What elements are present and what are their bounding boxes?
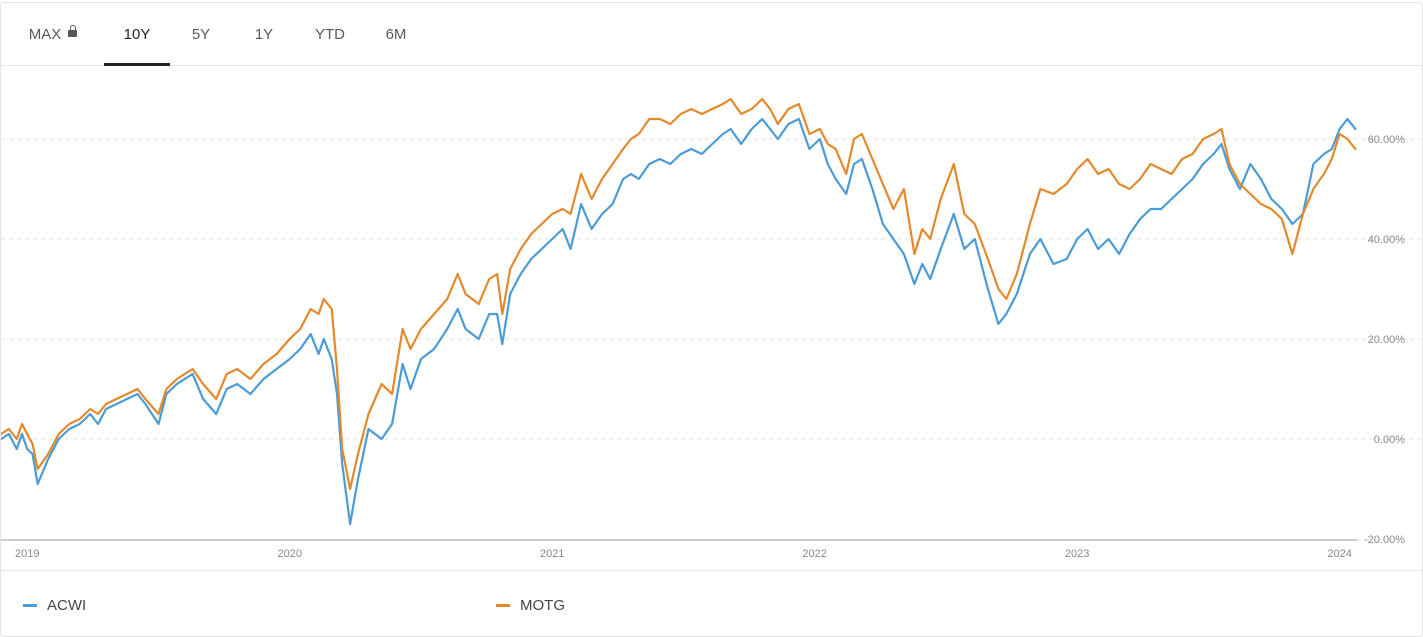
tab-max[interactable]: MAX	[21, 3, 85, 65]
legend-item-motg[interactable]: MOTG	[496, 597, 565, 614]
legend-swatch	[496, 604, 510, 607]
x-tick-label: 2019	[15, 548, 39, 560]
tab-label: MAX	[28, 26, 62, 43]
range-tabs: MAX 10Y 5Y 1Y YTD 6M	[1, 3, 1422, 66]
tab-label: YTD	[315, 26, 345, 43]
tab-5y[interactable]: 5Y	[181, 3, 221, 65]
tab-6m[interactable]: 6M	[373, 3, 419, 65]
tab-label: 10Y	[123, 26, 151, 43]
y-tick-label: 20.00%	[1368, 334, 1406, 346]
legend-label: MOTG	[520, 597, 565, 614]
tab-1y[interactable]: 1Y	[244, 3, 284, 65]
y-tick-label: -20.00%	[1364, 534, 1405, 546]
x-tick-label: 2021	[540, 548, 564, 560]
tab-label: 6M	[385, 26, 407, 43]
legend-label: ACWI	[47, 597, 87, 614]
lock-icon	[68, 25, 78, 37]
x-tick-label: 2024	[1327, 548, 1351, 560]
tab-10y[interactable]: 10Y	[104, 3, 170, 66]
chart-legend: ACWI MOTG	[1, 570, 1422, 637]
series-line-acwi	[1, 117, 1357, 526]
y-tick-label: 40.00%	[1368, 234, 1406, 246]
legend-item-acwi[interactable]: ACWI	[23, 597, 86, 614]
series-line-motg	[1, 97, 1357, 491]
tab-label: 1Y	[254, 26, 274, 43]
y-tick-label: 60.00%	[1368, 134, 1406, 146]
x-tick-label: 2023	[1065, 548, 1089, 560]
x-tick-label: 2022	[802, 548, 826, 560]
tab-ytd[interactable]: YTD	[305, 3, 355, 65]
tab-label: 5Y	[191, 26, 211, 43]
x-tick-label: 2020	[277, 548, 301, 560]
line-chart[interactable]: 60.00% 40.00% 20.00% 0.00% -20.00% 2019 2020 20…	[1, 65, 1422, 570]
legend-swatch	[23, 604, 37, 607]
y-tick-label: 0.00%	[1374, 434, 1405, 446]
